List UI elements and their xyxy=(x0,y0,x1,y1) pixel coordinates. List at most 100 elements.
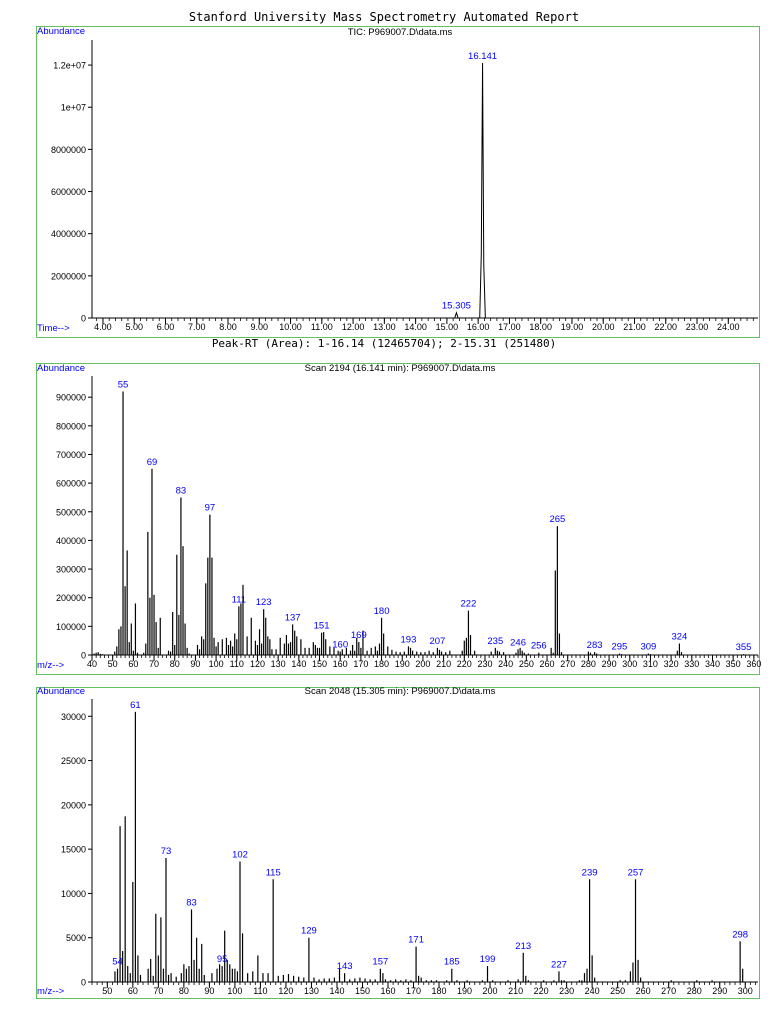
peak-label: 283 xyxy=(587,640,603,651)
x-tick-label: 8.00 xyxy=(219,322,237,332)
x-tick-label: 240 xyxy=(498,659,513,669)
report-title: Stanford University Mass Spectrometry Au… xyxy=(188,10,580,24)
x-tick-label: 14.00 xyxy=(404,322,427,332)
y-tick-label: 0 xyxy=(81,978,86,988)
peak-label: 222 xyxy=(461,599,477,610)
x-tick-label: 230 xyxy=(559,986,574,996)
peak-label: 157 xyxy=(372,957,388,968)
x-tick-label: 70 xyxy=(153,986,163,996)
tic-trace-line xyxy=(92,62,758,319)
peak-label: 95 xyxy=(217,954,228,965)
x-tick-label: 190 xyxy=(457,986,472,996)
peak-label: 169 xyxy=(351,630,367,641)
x-tick-label: 250 xyxy=(519,659,534,669)
y-tick-label: 6000000 xyxy=(51,187,86,197)
x-tick-label: 50 xyxy=(102,986,112,996)
x-axis-label: m/z--> xyxy=(37,986,65,997)
x-tick-label: 17.00 xyxy=(498,322,521,332)
y-tick-label: 900000 xyxy=(56,393,86,403)
x-tick-label: 210 xyxy=(508,986,523,996)
y-tick-label: 400000 xyxy=(56,536,86,546)
peak-label: 83 xyxy=(176,485,187,496)
y-tick-label: 0 xyxy=(81,314,86,324)
x-tick-label: 100 xyxy=(227,986,242,996)
y-tick-label: 700000 xyxy=(56,450,86,460)
peak-label: 73 xyxy=(161,846,172,857)
peak-label: 97 xyxy=(205,503,216,514)
x-tick-label: 110 xyxy=(230,659,244,669)
y-tick-label: 2000000 xyxy=(51,271,86,281)
x-tick-label: 22.00 xyxy=(654,322,677,332)
y-axis-label: Abundance xyxy=(37,363,85,374)
y-tick-label: 0 xyxy=(81,651,86,661)
x-tick-label: 90 xyxy=(190,659,200,669)
x-tick-label: 13.00 xyxy=(373,322,396,332)
y-tick-label: 5000 xyxy=(66,933,86,943)
peak-label: 16.141 xyxy=(468,51,497,62)
y-tick-label: 15000 xyxy=(61,845,86,855)
x-tick-label: 150 xyxy=(355,986,370,996)
x-tick-label: 50 xyxy=(108,659,118,669)
peak-label: 256 xyxy=(531,641,547,652)
x-tick-label: 270 xyxy=(560,659,575,669)
y-tick-label: 10000 xyxy=(61,889,86,899)
x-tick-label: 90 xyxy=(204,986,214,996)
tic-chart-frame xyxy=(36,26,760,338)
peak-label: 151 xyxy=(314,621,330,632)
peak-label: 207 xyxy=(429,636,445,647)
x-tick-label: 200 xyxy=(483,986,498,996)
y-tick-label: 800000 xyxy=(56,421,86,431)
x-tick-label: 16.00 xyxy=(467,322,490,332)
y-tick-label: 600000 xyxy=(56,479,86,489)
x-tick-label: 230 xyxy=(477,659,492,669)
x-tick-label: 18.00 xyxy=(529,322,552,332)
x-tick-label: 320 xyxy=(664,659,679,669)
peak-label: 193 xyxy=(401,634,417,645)
x-tick-label: 210 xyxy=(436,659,451,669)
peak-label: 324 xyxy=(671,632,687,643)
x-tick-label: 120 xyxy=(250,659,265,669)
x-tick-label: 5.00 xyxy=(125,322,143,332)
x-tick-label: 250 xyxy=(610,986,625,996)
peak-label: 265 xyxy=(549,514,565,525)
peak-label: 54 xyxy=(112,957,123,968)
peak-label: 298 xyxy=(732,929,748,940)
peak-label: 295 xyxy=(611,642,627,653)
peak-label: 69 xyxy=(147,457,158,468)
peak-label: 227 xyxy=(551,959,567,970)
peak-label: 257 xyxy=(628,867,644,878)
x-tick-label: 130 xyxy=(271,659,286,669)
x-tick-label: 6.00 xyxy=(157,322,175,332)
x-tick-label: 80 xyxy=(179,986,189,996)
y-tick-label: 8000000 xyxy=(51,145,86,155)
y-tick-label: 300000 xyxy=(56,565,86,575)
peak-label: 55 xyxy=(118,379,129,390)
peak-label: 309 xyxy=(640,642,656,653)
x-tick-label: 270 xyxy=(661,986,676,996)
peak-label: 180 xyxy=(374,606,390,617)
y-tick-label: 100000 xyxy=(56,622,86,632)
x-tick-label: 9.00 xyxy=(251,322,269,332)
x-tick-label: 120 xyxy=(278,986,293,996)
x-axis-label: Time--> xyxy=(37,323,70,334)
y-tick-label: 200000 xyxy=(56,593,86,603)
x-tick-label: 60 xyxy=(128,986,138,996)
x-tick-label: 350 xyxy=(726,659,741,669)
x-tick-label: 150 xyxy=(312,659,327,669)
x-tick-label: 310 xyxy=(643,659,658,669)
y-axis-label: Abundance xyxy=(37,686,85,697)
x-tick-label: 110 xyxy=(253,986,267,996)
peak-label: 246 xyxy=(510,637,526,648)
x-tick-label: 12.00 xyxy=(342,322,365,332)
peak-label: 123 xyxy=(256,597,272,608)
peak-label: 61 xyxy=(130,700,141,711)
x-tick-label: 23.00 xyxy=(686,322,709,332)
x-tick-label: 180 xyxy=(432,986,447,996)
peak-label: 355 xyxy=(736,642,752,653)
x-tick-label: 290 xyxy=(712,986,727,996)
peak-label: 83 xyxy=(186,897,197,908)
peak-summary: Peak-RT (Area): 1-16.14 (12465704); 2-15… xyxy=(211,337,557,350)
peak-label: 111 xyxy=(232,594,246,605)
y-tick-label: 1.2e+07 xyxy=(53,61,86,71)
peak-label: 239 xyxy=(582,867,598,878)
